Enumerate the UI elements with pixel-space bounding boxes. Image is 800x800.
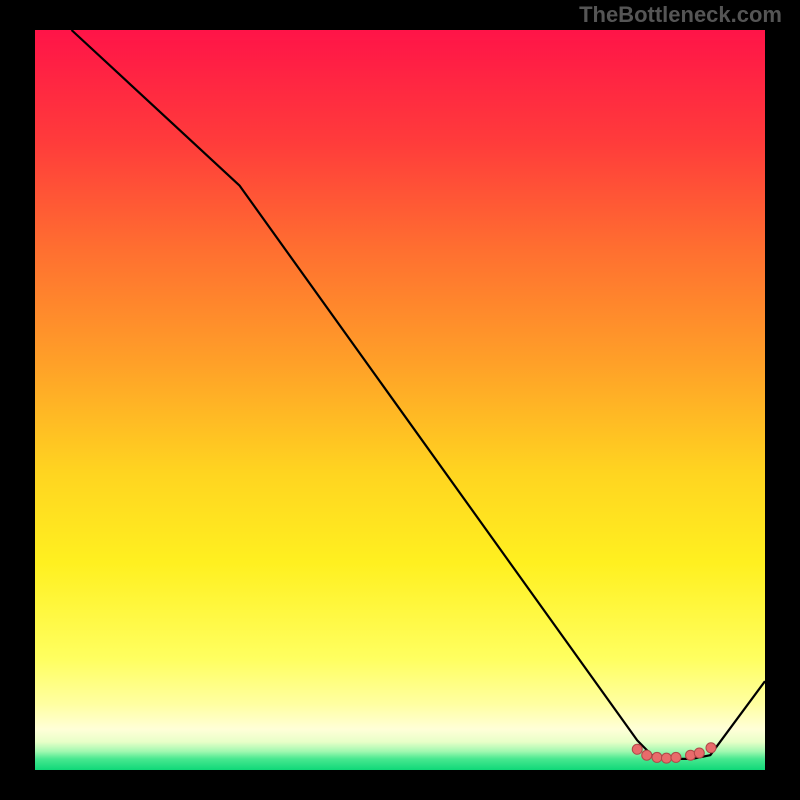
marker-point [632, 744, 642, 754]
watermark-text: TheBottleneck.com [579, 2, 782, 28]
marker-point [652, 752, 662, 762]
plot-background [35, 30, 765, 770]
chart-svg [0, 0, 800, 800]
marker-point [661, 753, 671, 763]
chart-container: TheBottleneck.com [0, 0, 800, 800]
marker-point [671, 752, 681, 762]
marker-point [694, 748, 704, 758]
marker-point [642, 750, 652, 760]
marker-point [706, 743, 716, 753]
